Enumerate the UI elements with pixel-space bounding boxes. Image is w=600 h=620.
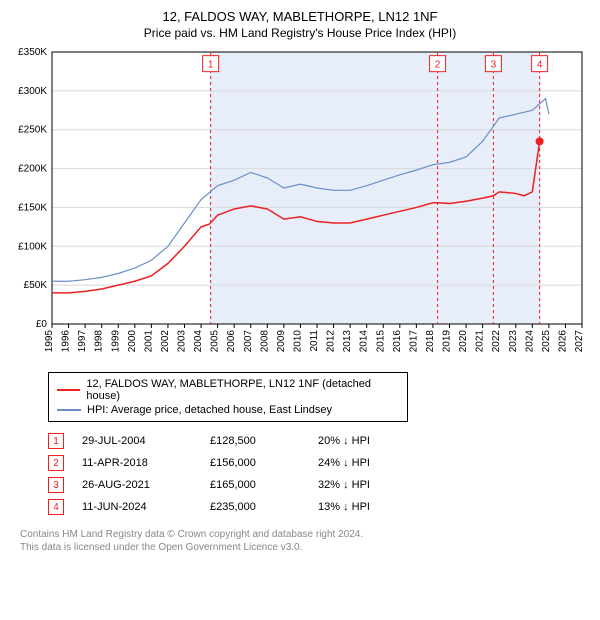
footer-line-2: This data is licensed under the Open Gov… [20, 541, 590, 554]
svg-text:2026: 2026 [557, 330, 568, 353]
svg-text:£100K: £100K [18, 241, 47, 252]
event-price: £128,500 [210, 435, 300, 447]
svg-text:2017: 2017 [408, 330, 419, 353]
svg-text:£0: £0 [36, 319, 48, 330]
event-diff: 24% ↓ HPI [318, 457, 418, 469]
svg-text:2008: 2008 [259, 330, 270, 353]
legend-swatch-2 [57, 409, 81, 411]
event-row: 4 11-JUN-2024 £235,000 13% ↓ HPI [48, 496, 590, 518]
svg-text:2005: 2005 [210, 330, 221, 353]
event-price: £156,000 [210, 457, 300, 469]
svg-text:2027: 2027 [574, 330, 585, 353]
svg-text:2000: 2000 [127, 330, 138, 353]
svg-text:2015: 2015 [375, 330, 386, 353]
legend-row-series1: 12, FALDOS WAY, MABLETHORPE, LN12 1NF (d… [57, 377, 399, 403]
event-marker-box: 3 [48, 477, 64, 493]
svg-text:2013: 2013 [342, 330, 353, 353]
svg-text:2001: 2001 [143, 330, 154, 353]
svg-text:2003: 2003 [177, 330, 188, 353]
svg-text:4: 4 [537, 60, 543, 71]
svg-text:£250K: £250K [18, 125, 47, 136]
event-diff: 32% ↓ HPI [318, 479, 418, 491]
svg-text:£200K: £200K [18, 164, 47, 175]
event-row: 2 11-APR-2018 £156,000 24% ↓ HPI [48, 452, 590, 474]
svg-text:£350K: £350K [18, 47, 47, 58]
chart-container: 12, FALDOS WAY, MABLETHORPE, LN12 1NF Pr… [0, 0, 600, 564]
event-table: 1 29-JUL-2004 £128,500 20% ↓ HPI 2 11-APR-201… [48, 430, 590, 518]
svg-text:2019: 2019 [442, 330, 453, 353]
event-marker-box: 4 [48, 499, 64, 515]
svg-text:2020: 2020 [458, 330, 469, 353]
svg-text:£50K: £50K [24, 280, 48, 291]
event-diff: 13% ↓ HPI [318, 501, 418, 513]
svg-text:2: 2 [435, 60, 441, 71]
event-date: 26-AUG-2021 [82, 479, 192, 491]
svg-text:1995: 1995 [44, 330, 55, 353]
event-row: 3 26-AUG-2021 £165,000 32% ↓ HPI [48, 474, 590, 496]
svg-text:£300K: £300K [18, 86, 47, 97]
svg-text:1: 1 [208, 60, 214, 71]
svg-text:2004: 2004 [193, 330, 204, 353]
legend: 12, FALDOS WAY, MABLETHORPE, LN12 1NF (d… [48, 372, 408, 422]
svg-text:1996: 1996 [61, 330, 72, 353]
event-price: £235,000 [210, 501, 300, 513]
legend-label-2: HPI: Average price, detached house, East… [87, 404, 332, 416]
legend-row-series2: HPI: Average price, detached house, East… [57, 403, 399, 417]
svg-text:2009: 2009 [276, 330, 287, 353]
svg-text:2025: 2025 [541, 330, 552, 353]
svg-text:1998: 1998 [94, 330, 105, 353]
svg-text:1999: 1999 [110, 330, 121, 353]
svg-text:2012: 2012 [326, 330, 337, 353]
event-marker-box: 1 [48, 433, 64, 449]
chart-plot: £0 £50K £100K £150K £200K £250K £300K £350K 1995… [10, 46, 590, 366]
legend-label-1: 12, FALDOS WAY, MABLETHORPE, LN12 1NF (d… [86, 378, 399, 402]
chart-subtitle: Price paid vs. HM Land Registry's House … [10, 26, 590, 40]
svg-text:2024: 2024 [524, 330, 535, 353]
chart-svg: £0 £50K £100K £150K £200K £250K £300K £350K 1995… [10, 46, 590, 366]
legend-swatch-1 [57, 389, 80, 391]
svg-text:£150K: £150K [18, 203, 47, 214]
svg-text:2011: 2011 [309, 330, 320, 352]
event-row: 1 29-JUL-2004 £128,500 20% ↓ HPI [48, 430, 590, 452]
svg-text:2007: 2007 [243, 330, 254, 353]
svg-text:2022: 2022 [491, 330, 502, 353]
svg-text:2006: 2006 [226, 330, 237, 353]
svg-text:2018: 2018 [425, 330, 436, 353]
event-diff: 20% ↓ HPI [318, 435, 418, 447]
svg-text:2014: 2014 [359, 330, 370, 353]
event-marker-box: 2 [48, 455, 64, 471]
svg-text:2021: 2021 [475, 330, 486, 353]
svg-text:2023: 2023 [508, 330, 519, 353]
event-price: £165,000 [210, 479, 300, 491]
event-date: 11-APR-2018 [82, 457, 192, 469]
chart-title: 12, FALDOS WAY, MABLETHORPE, LN12 1NF [10, 8, 590, 26]
svg-text:2002: 2002 [160, 330, 171, 353]
svg-text:2010: 2010 [292, 330, 303, 353]
svg-text:2016: 2016 [392, 330, 403, 353]
svg-text:3: 3 [491, 60, 497, 71]
svg-text:1997: 1997 [77, 330, 88, 353]
footer: Contains HM Land Registry data © Crown c… [20, 528, 590, 554]
footer-line-1: Contains HM Land Registry data © Crown c… [20, 528, 590, 541]
event-date: 29-JUL-2004 [82, 435, 192, 447]
event-date: 11-JUN-2024 [82, 501, 192, 513]
